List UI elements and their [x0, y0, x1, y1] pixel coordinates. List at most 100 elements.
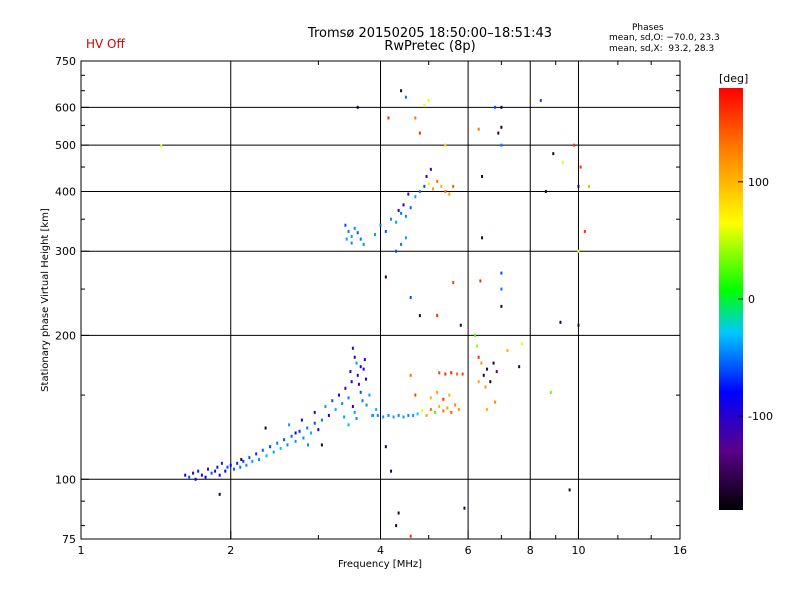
echo-point: [397, 413, 400, 417]
echo-point: [429, 407, 432, 411]
echo-point: [421, 409, 424, 413]
echo-point: [194, 477, 197, 481]
echo-point: [404, 95, 407, 99]
echo-point: [379, 223, 382, 227]
echo-point: [423, 184, 426, 188]
y-tick-label: 75: [62, 533, 76, 546]
echo-point: [409, 373, 412, 377]
x-tick-label: 1: [78, 544, 85, 557]
echo-point: [481, 174, 484, 178]
grid-lines: [81, 61, 680, 539]
echo-point: [353, 410, 356, 414]
echo-point: [450, 410, 453, 414]
echo-point: [395, 249, 398, 253]
echo-point: [239, 465, 242, 469]
y-tick-label: 300: [55, 245, 76, 258]
echo-point: [240, 457, 243, 461]
echo-point: [184, 473, 187, 477]
echo-point: [334, 407, 337, 411]
echo-point: [356, 105, 359, 109]
echo-point: [407, 413, 410, 417]
echo-point: [494, 400, 497, 404]
echo-point: [345, 237, 348, 241]
echo-point: [414, 116, 417, 120]
echo-point: [359, 365, 362, 369]
chart-subtitle: RwPretec (8p): [384, 39, 476, 54]
echo-point: [236, 461, 239, 465]
echo-point: [226, 465, 229, 469]
echo-point: [418, 314, 421, 318]
y-axis-label: Stationary phase Virtual Height [km]: [40, 208, 51, 392]
echo-point: [395, 220, 398, 224]
echo-point: [414, 393, 417, 397]
y-tick-label: 400: [55, 185, 76, 198]
echo-point: [409, 534, 412, 538]
echo-point: [387, 116, 390, 120]
colorbar-ticks: 100 0 -100: [738, 176, 773, 423]
echo-point: [583, 229, 586, 233]
y-tick-label: 100: [55, 473, 76, 486]
colorbar-label: [deg]: [719, 72, 748, 85]
x-axis-ticks: 1 2 4 6 8 10 16: [78, 61, 687, 557]
echo-point: [427, 182, 430, 186]
echo-point: [375, 407, 378, 411]
echo-point: [456, 372, 459, 376]
echo-point: [232, 467, 235, 471]
echo-point: [463, 506, 466, 510]
echo-point: [425, 413, 428, 417]
echo-point: [368, 393, 371, 397]
echo-point: [404, 214, 407, 218]
echo-point: [409, 206, 412, 210]
echo-point: [327, 413, 330, 417]
echo-point: [444, 143, 447, 147]
echo-point: [320, 418, 323, 422]
hv-status: HV Off: [86, 37, 125, 51]
echo-point: [344, 223, 347, 227]
echo-point: [492, 361, 495, 365]
echo-point: [355, 361, 358, 365]
echo-point: [477, 127, 480, 131]
echo-point: [362, 367, 365, 371]
echo-point: [486, 367, 489, 371]
echo-point: [192, 471, 195, 475]
echo-point: [214, 469, 217, 473]
echo-point: [324, 404, 327, 408]
echo-point: [356, 373, 359, 377]
echo-point: [452, 184, 455, 188]
x-tick-label: 8: [527, 544, 534, 557]
echo-point: [418, 131, 421, 135]
echo-point: [587, 184, 590, 188]
echo-point: [444, 189, 447, 193]
echo-point: [412, 413, 415, 417]
y-tick-label: 500: [55, 139, 76, 152]
echo-point: [362, 242, 365, 246]
echo-point: [446, 406, 449, 410]
echo-point: [355, 417, 358, 421]
colorbar-tick-label: -100: [748, 410, 773, 423]
echo-point: [452, 281, 455, 285]
echo-point: [438, 404, 441, 408]
phases-label: Phases: [632, 23, 664, 33]
echo-point: [402, 415, 405, 419]
echo-point: [300, 418, 303, 422]
echo-point: [489, 380, 492, 384]
echo-point: [450, 371, 453, 375]
echo-point: [286, 443, 289, 447]
echo-point: [429, 396, 432, 400]
echo-point: [495, 370, 498, 374]
echo-point: [341, 402, 344, 406]
echo-point: [506, 348, 509, 352]
echo-point: [220, 461, 223, 465]
echo-point: [409, 296, 412, 300]
echo-point: [392, 415, 395, 419]
echo-point: [552, 152, 555, 156]
echo-point: [568, 488, 571, 492]
echo-point: [477, 355, 480, 359]
echo-point: [288, 423, 291, 427]
echo-point: [347, 396, 350, 400]
echo-point: [414, 195, 417, 199]
echo-point: [349, 370, 352, 374]
echo-point: [313, 421, 316, 425]
echo-point: [481, 236, 484, 240]
echo-point: [265, 454, 268, 458]
